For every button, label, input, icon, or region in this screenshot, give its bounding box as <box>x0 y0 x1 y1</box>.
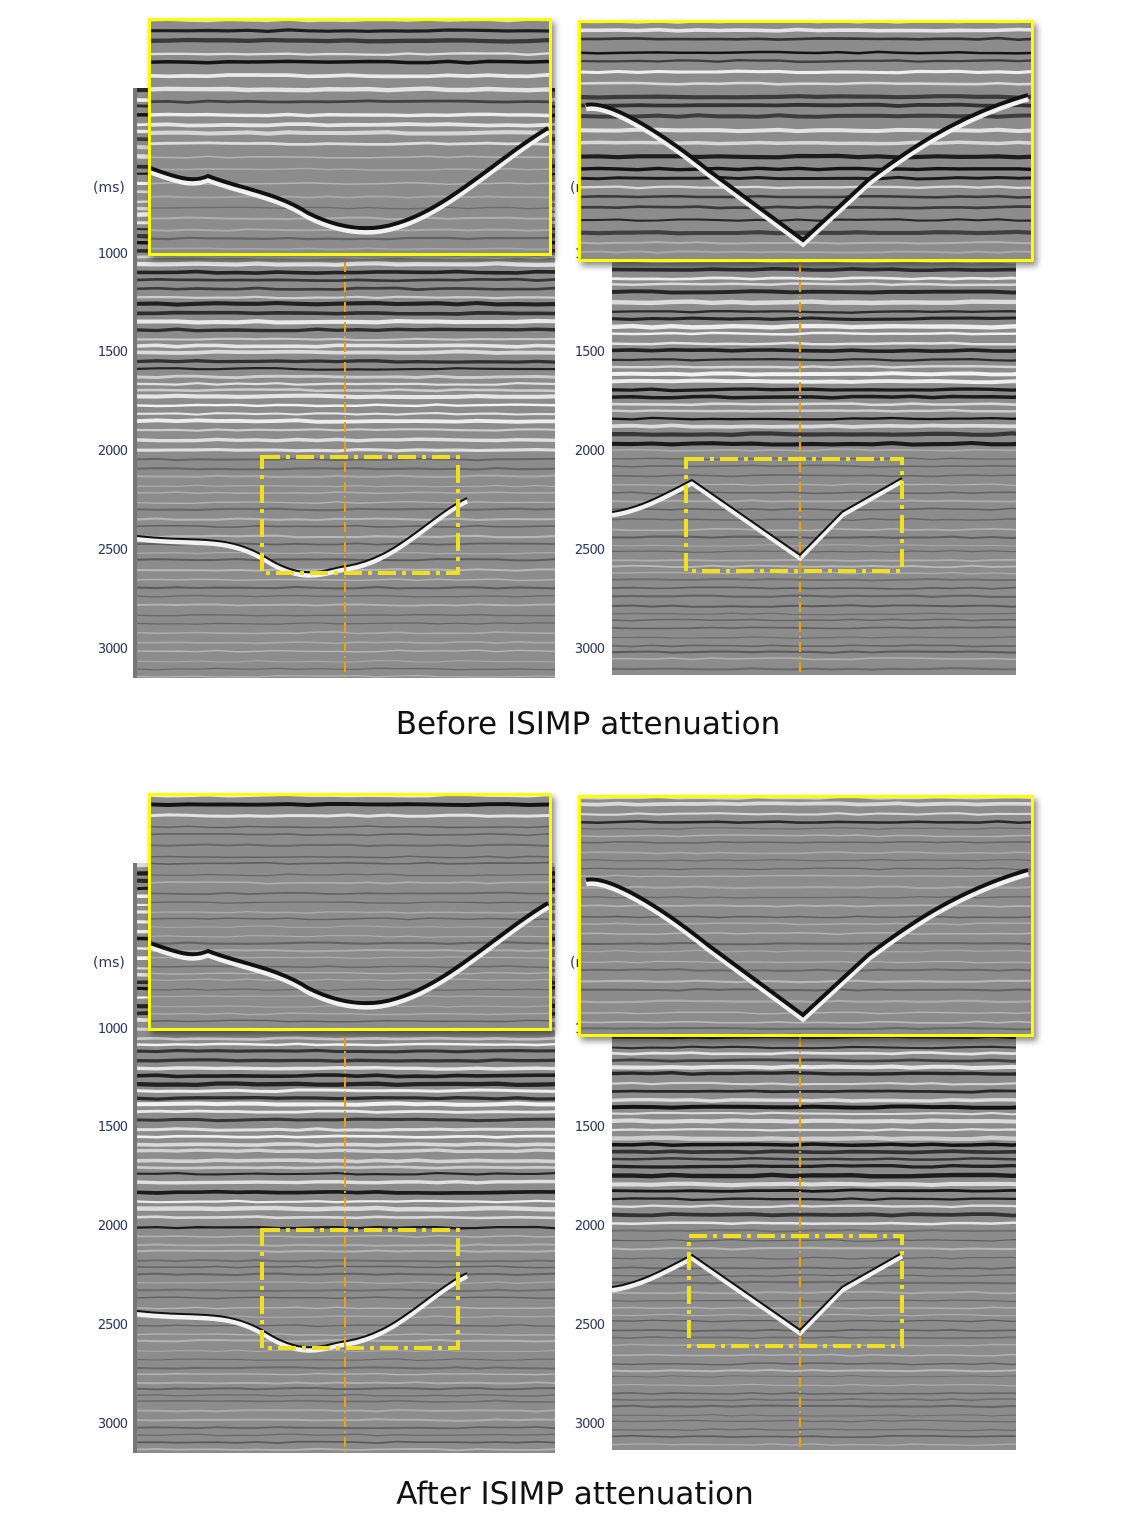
caption-after: After ISIMP attenuation <box>396 1476 754 1512</box>
before-left-tick-label: 2500 <box>97 543 128 558</box>
caption-before: Before ISIMP attenuation <box>395 706 781 742</box>
before-right-tick-label: 2000 <box>574 444 605 459</box>
after-right-section <box>612 1025 1016 1450</box>
before-left-tick-label: 2000 <box>97 444 128 459</box>
after-axis-bar <box>133 863 138 1453</box>
before-left-axis-unit: (ms) <box>93 180 125 196</box>
after-left-tick-label: 2500 <box>97 1318 128 1333</box>
after-left-inset <box>148 793 552 1031</box>
after-right-tick-label: 2000 <box>574 1219 605 1234</box>
before-left-tick-label: 1000 <box>97 247 128 262</box>
before-axis-bar <box>133 88 138 678</box>
after-right-tick-label: 3000 <box>574 1417 605 1432</box>
before-right-tick-label: 3000 <box>574 642 605 657</box>
after-right-inset <box>578 795 1034 1037</box>
after-left-tick-label: 3000 <box>97 1417 128 1432</box>
before-right-tick-label: 2500 <box>574 543 605 558</box>
before-left-tick-label: 1500 <box>97 345 128 360</box>
after-right-tick-label: 1500 <box>574 1120 605 1135</box>
after-right-tick-label: 2500 <box>574 1318 605 1333</box>
after-left-tick-label: 1500 <box>97 1120 128 1135</box>
after-left-tick-label: 2000 <box>97 1219 128 1234</box>
after-left-axis-unit: (ms) <box>93 955 125 971</box>
before-right-tick-label: 1500 <box>574 345 605 360</box>
before-left-inset <box>148 18 552 256</box>
after-left-tick-label: 1000 <box>97 1022 128 1037</box>
before-right-inset <box>578 20 1034 262</box>
before-left-tick-label: 3000 <box>97 642 128 657</box>
before-right-section <box>612 250 1016 675</box>
